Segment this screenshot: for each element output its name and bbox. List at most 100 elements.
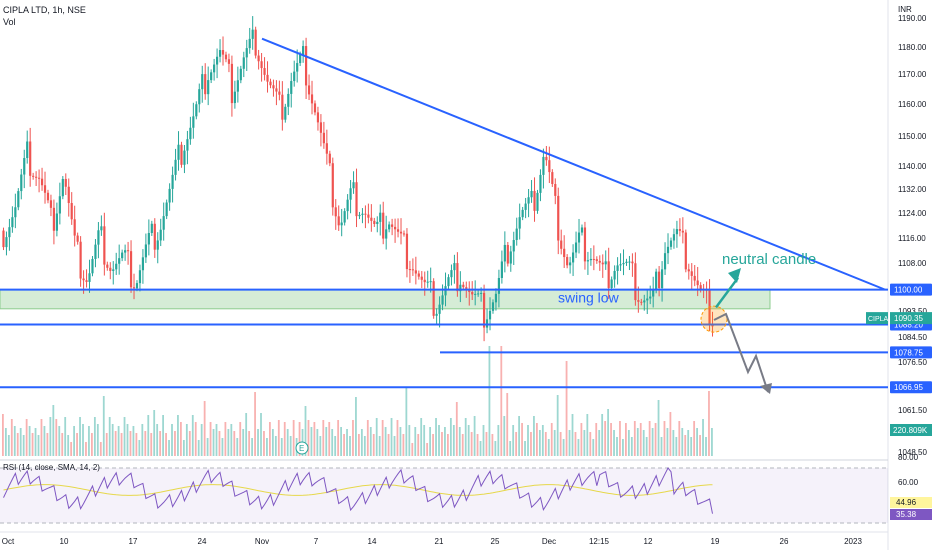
candle-body [156,240,159,250]
level-badge-text: 1088.20 [894,320,923,329]
volume-bar [185,424,188,456]
volume-bar [538,430,541,456]
volume-bar [402,434,405,456]
volume-bar [547,439,550,456]
candle-body [655,271,658,291]
candle-body [628,261,631,263]
candle-body [595,259,598,261]
volume-bar [390,418,393,456]
rsi-label: RSI (14, close, SMA, 14, 2) [3,463,100,472]
candle-body [269,81,272,86]
candle-body [64,178,67,187]
candle-body [399,231,403,234]
volume-bar [182,440,185,456]
candle-body [666,246,670,254]
volume-bar [648,421,651,456]
candle-body [304,46,308,86]
candle-body [129,251,133,288]
candle-body [402,233,406,235]
volume-bar [405,388,408,456]
candle-body [393,226,397,230]
candle-body [227,59,231,64]
candle-body [322,132,325,144]
volume-bar [355,397,357,456]
price-tick-label: 1124.00 [898,209,927,218]
descending-trendline[interactable] [261,37,886,291]
volume-bar [473,416,476,456]
volume-bar [188,431,191,456]
volume-bar [645,437,648,456]
current-price-text: 1090.35 [894,314,923,323]
neutral-candle-arrow [714,277,740,309]
volume-bar [378,436,381,456]
candle-body [242,57,245,69]
volume-bar [544,432,547,456]
volume-bar [126,424,129,456]
price-tick-label: 1116.00 [898,234,926,243]
volume-bar [85,442,87,456]
volume-bar [331,429,334,456]
volume-bar [633,421,636,456]
volume-bar [479,441,482,456]
rsi-value-text: 44.96 [896,498,917,507]
rsi-value-badge [890,497,932,508]
volume-bar [102,396,105,456]
volume-bar [556,395,559,456]
volume-bar [171,424,173,456]
time-tick-label: Dec [542,537,556,546]
candle-body [112,269,115,271]
price-tick-label: 1170.00 [898,70,927,79]
volume-bar [589,432,592,456]
volume-bar [601,414,604,456]
time-tick-label: 25 [491,537,500,546]
candle-body [352,182,355,189]
candle-body [696,280,699,286]
candle-body [126,250,130,252]
volume-bar [666,428,669,456]
volume-bar [191,415,194,456]
volume-bar [337,420,340,456]
candle-body [622,262,625,265]
volume-bar [541,425,544,456]
volume-bar [553,430,556,456]
candle-body [52,207,56,231]
candle-body [370,217,373,221]
candle-body [456,263,459,292]
candle-body [545,156,548,161]
candle-body [616,265,619,271]
candle-body [287,93,290,107]
volume-bar [580,423,583,456]
candle-body [607,261,610,288]
volume-bar [61,433,64,456]
volume-value-badge [890,424,932,436]
candle-body [207,80,210,95]
volume-bar [224,422,227,456]
volume-bar [174,431,176,456]
candle-body [391,224,394,227]
volume-bar [702,419,704,456]
volume-bar [705,437,707,456]
volume-bar [699,435,701,456]
candle-body [358,214,361,217]
volume-bar [604,421,607,456]
projection-arrowhead [760,383,772,394]
volume-bar [482,425,485,456]
candle-body [58,196,61,214]
rsi-band [0,468,888,523]
volume-bar [257,429,259,456]
volume-bar [31,433,34,456]
candle-body [417,273,420,277]
volume-bar [316,429,319,456]
candle-body [11,217,14,228]
earnings-marker[interactable] [295,441,309,455]
candle-body [91,258,94,274]
candle-body [711,325,714,327]
volume-bar [583,430,586,456]
candle-body [251,29,254,39]
volume-bar [669,412,672,456]
candle-body [563,248,566,258]
volume-bar [236,438,239,456]
volume-bar [627,430,630,456]
volume-bar [129,431,132,456]
